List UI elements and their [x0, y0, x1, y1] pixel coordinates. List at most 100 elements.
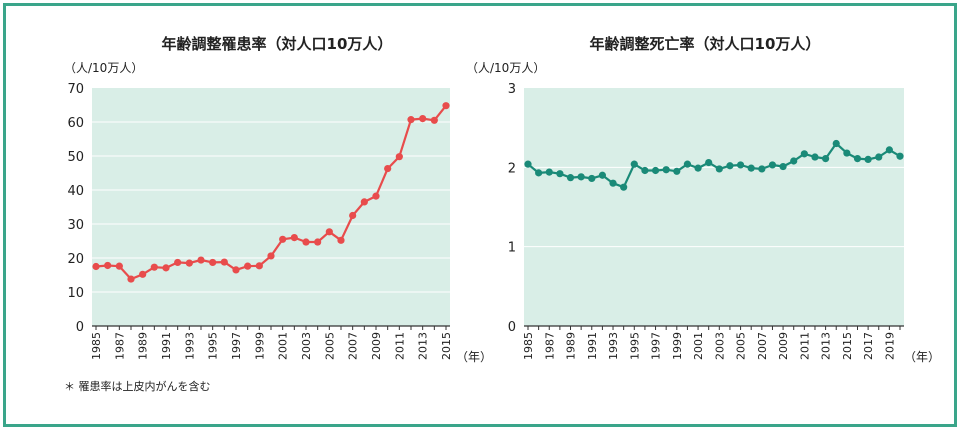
mortality-data-point — [694, 164, 702, 172]
incidence-y-tick-label: 10 — [67, 286, 84, 301]
incidence-x-tick-label: 2009 — [370, 332, 383, 360]
mortality-data-point — [758, 165, 766, 173]
mortality-x-tick-label: 2011 — [798, 332, 811, 360]
mortality-x-tick-label: 2015 — [841, 332, 854, 360]
incidence-y-unit: （人/10万人） — [64, 61, 143, 75]
mortality-data-point — [800, 150, 808, 158]
incidence-x-tick-label: 1989 — [137, 332, 150, 360]
mortality-data-point — [566, 174, 575, 182]
incidence-data-point — [407, 116, 415, 124]
mortality-x-tick-label: 2009 — [777, 332, 790, 360]
mortality-data-point — [843, 149, 851, 157]
incidence-data-point — [209, 258, 217, 267]
incidence-data-point — [337, 236, 345, 244]
mortality-x-tick-label: 1993 — [607, 332, 620, 360]
incidence-data-point — [419, 115, 427, 123]
mortality-data-point — [715, 165, 723, 173]
mortality-x-tick-label: 1999 — [671, 332, 684, 360]
mortality-x-tick-label: 1997 — [650, 332, 663, 360]
incidence-x-tick-label: 2001 — [277, 332, 290, 360]
incidence-data-point — [232, 266, 240, 274]
incidence-data-point — [430, 116, 438, 124]
mortality-x-tick-label: 2007 — [756, 332, 769, 360]
mortality-x-tick-label: 2003 — [713, 332, 726, 360]
incidence-data-point — [92, 262, 100, 271]
incidence-y-tick-label: 30 — [67, 218, 84, 233]
incidence-y-tick-label: 70 — [67, 82, 84, 97]
incidence-data-point — [395, 153, 403, 161]
incidence-x-tick-label: 1999 — [253, 332, 266, 360]
incidence-data-point — [325, 228, 333, 236]
mortality-x-unit: （年） — [904, 350, 940, 364]
incidence-data-point — [150, 263, 158, 271]
incidence-y-tick-label: 20 — [67, 252, 84, 267]
mortality-x-tick-label: 1995 — [628, 332, 641, 360]
mortality-x-tick-label: 1989 — [565, 332, 578, 360]
mortality-data-point — [630, 160, 638, 168]
incidence-x-tick-label: 2013 — [417, 332, 430, 360]
incidence-x-tick-label: 2003 — [300, 332, 313, 360]
incidence-data-point — [162, 264, 170, 272]
mortality-y-unit: （人/10万人） — [466, 61, 545, 75]
mortality-y-tick-label: 2 — [508, 161, 516, 176]
mortality-data-point — [524, 160, 532, 168]
mortality-data-point — [885, 146, 893, 154]
incidence-data-point — [349, 211, 357, 220]
mortality-data-point — [662, 166, 670, 174]
footnote: ＊ 罹患率は上皮内がんを含む — [64, 379, 211, 393]
mortality-data-point — [545, 168, 553, 176]
incidence-x-tick-label: 1997 — [230, 332, 243, 360]
incidence-data-point — [279, 235, 287, 243]
incidence-x-tick-label: 2011 — [393, 332, 406, 360]
incidence-data-point — [174, 258, 182, 267]
incidence-data-point — [197, 256, 205, 264]
incidence-plot-area: 0 10 20 30 40 50 60 70 1985 1987 1989 1991 1993 1995 1… — [67, 82, 453, 360]
mortality-plot-background — [524, 88, 904, 326]
mortality-x-tick-label: 2001 — [692, 332, 705, 360]
incidence-data-point — [220, 258, 228, 266]
mortality-data-point — [726, 162, 734, 170]
mortality-x-tick-label: 1987 — [543, 332, 556, 360]
incidence-data-point — [384, 164, 392, 173]
mortality-data-point — [736, 161, 745, 169]
incidence-data-point — [442, 102, 450, 110]
incidence-y-tick-label: 60 — [67, 116, 84, 131]
mortality-data-point — [811, 153, 819, 161]
mortality-x-tick-label: 1991 — [586, 332, 599, 360]
incidence-x-tick-label: 1987 — [113, 332, 126, 360]
incidence-x-tick-label: 2015 — [440, 332, 453, 360]
incidence-data-point — [314, 238, 322, 246]
mortality-plot-area: 0 1 2 3 1985 1987 1989 1991 1993 1995 1997 1999 2001… — [508, 82, 904, 360]
mortality-data-point — [822, 155, 830, 163]
incidence-x-tick-label: 1985 — [90, 332, 103, 360]
incidence-chart-title: 年齢調整罹患率（対人口10万人） — [162, 35, 393, 53]
incidence-x-unit: （年） — [456, 350, 492, 364]
incidence-data-point — [185, 259, 193, 267]
incidence-plot-background — [92, 88, 450, 326]
incidence-chart: 年齢調整罹患率（対人口10万人） （人/10万人） 0 10 20 30 40 50 60 7… — [64, 35, 492, 364]
mortality-data-point — [641, 166, 649, 175]
incidence-data-point — [290, 234, 298, 242]
incidence-data-point — [244, 262, 252, 270]
mortality-y-tick-label: 1 — [508, 241, 516, 256]
mortality-x-tick-label: 2005 — [735, 332, 748, 360]
mortality-data-point — [577, 173, 585, 181]
mortality-data-point — [673, 167, 681, 175]
incidence-data-point — [104, 261, 112, 270]
incidence-data-point — [139, 270, 147, 278]
incidence-y-tick-label: 40 — [67, 184, 84, 199]
mortality-data-point — [896, 152, 904, 160]
mortality-data-point — [651, 166, 660, 175]
incidence-data-point — [360, 198, 368, 206]
incidence-data-point — [115, 262, 123, 270]
incidence-x-tick-label: 1993 — [183, 332, 196, 360]
incidence-data-point — [267, 252, 275, 260]
mortality-data-point — [864, 155, 872, 163]
mortality-data-point — [747, 164, 755, 172]
mortality-data-point — [768, 161, 777, 169]
mortality-data-point — [779, 162, 787, 171]
mortality-x-tick-label: 2017 — [862, 332, 875, 360]
mortality-data-point — [853, 155, 862, 163]
mortality-data-point — [705, 158, 713, 167]
